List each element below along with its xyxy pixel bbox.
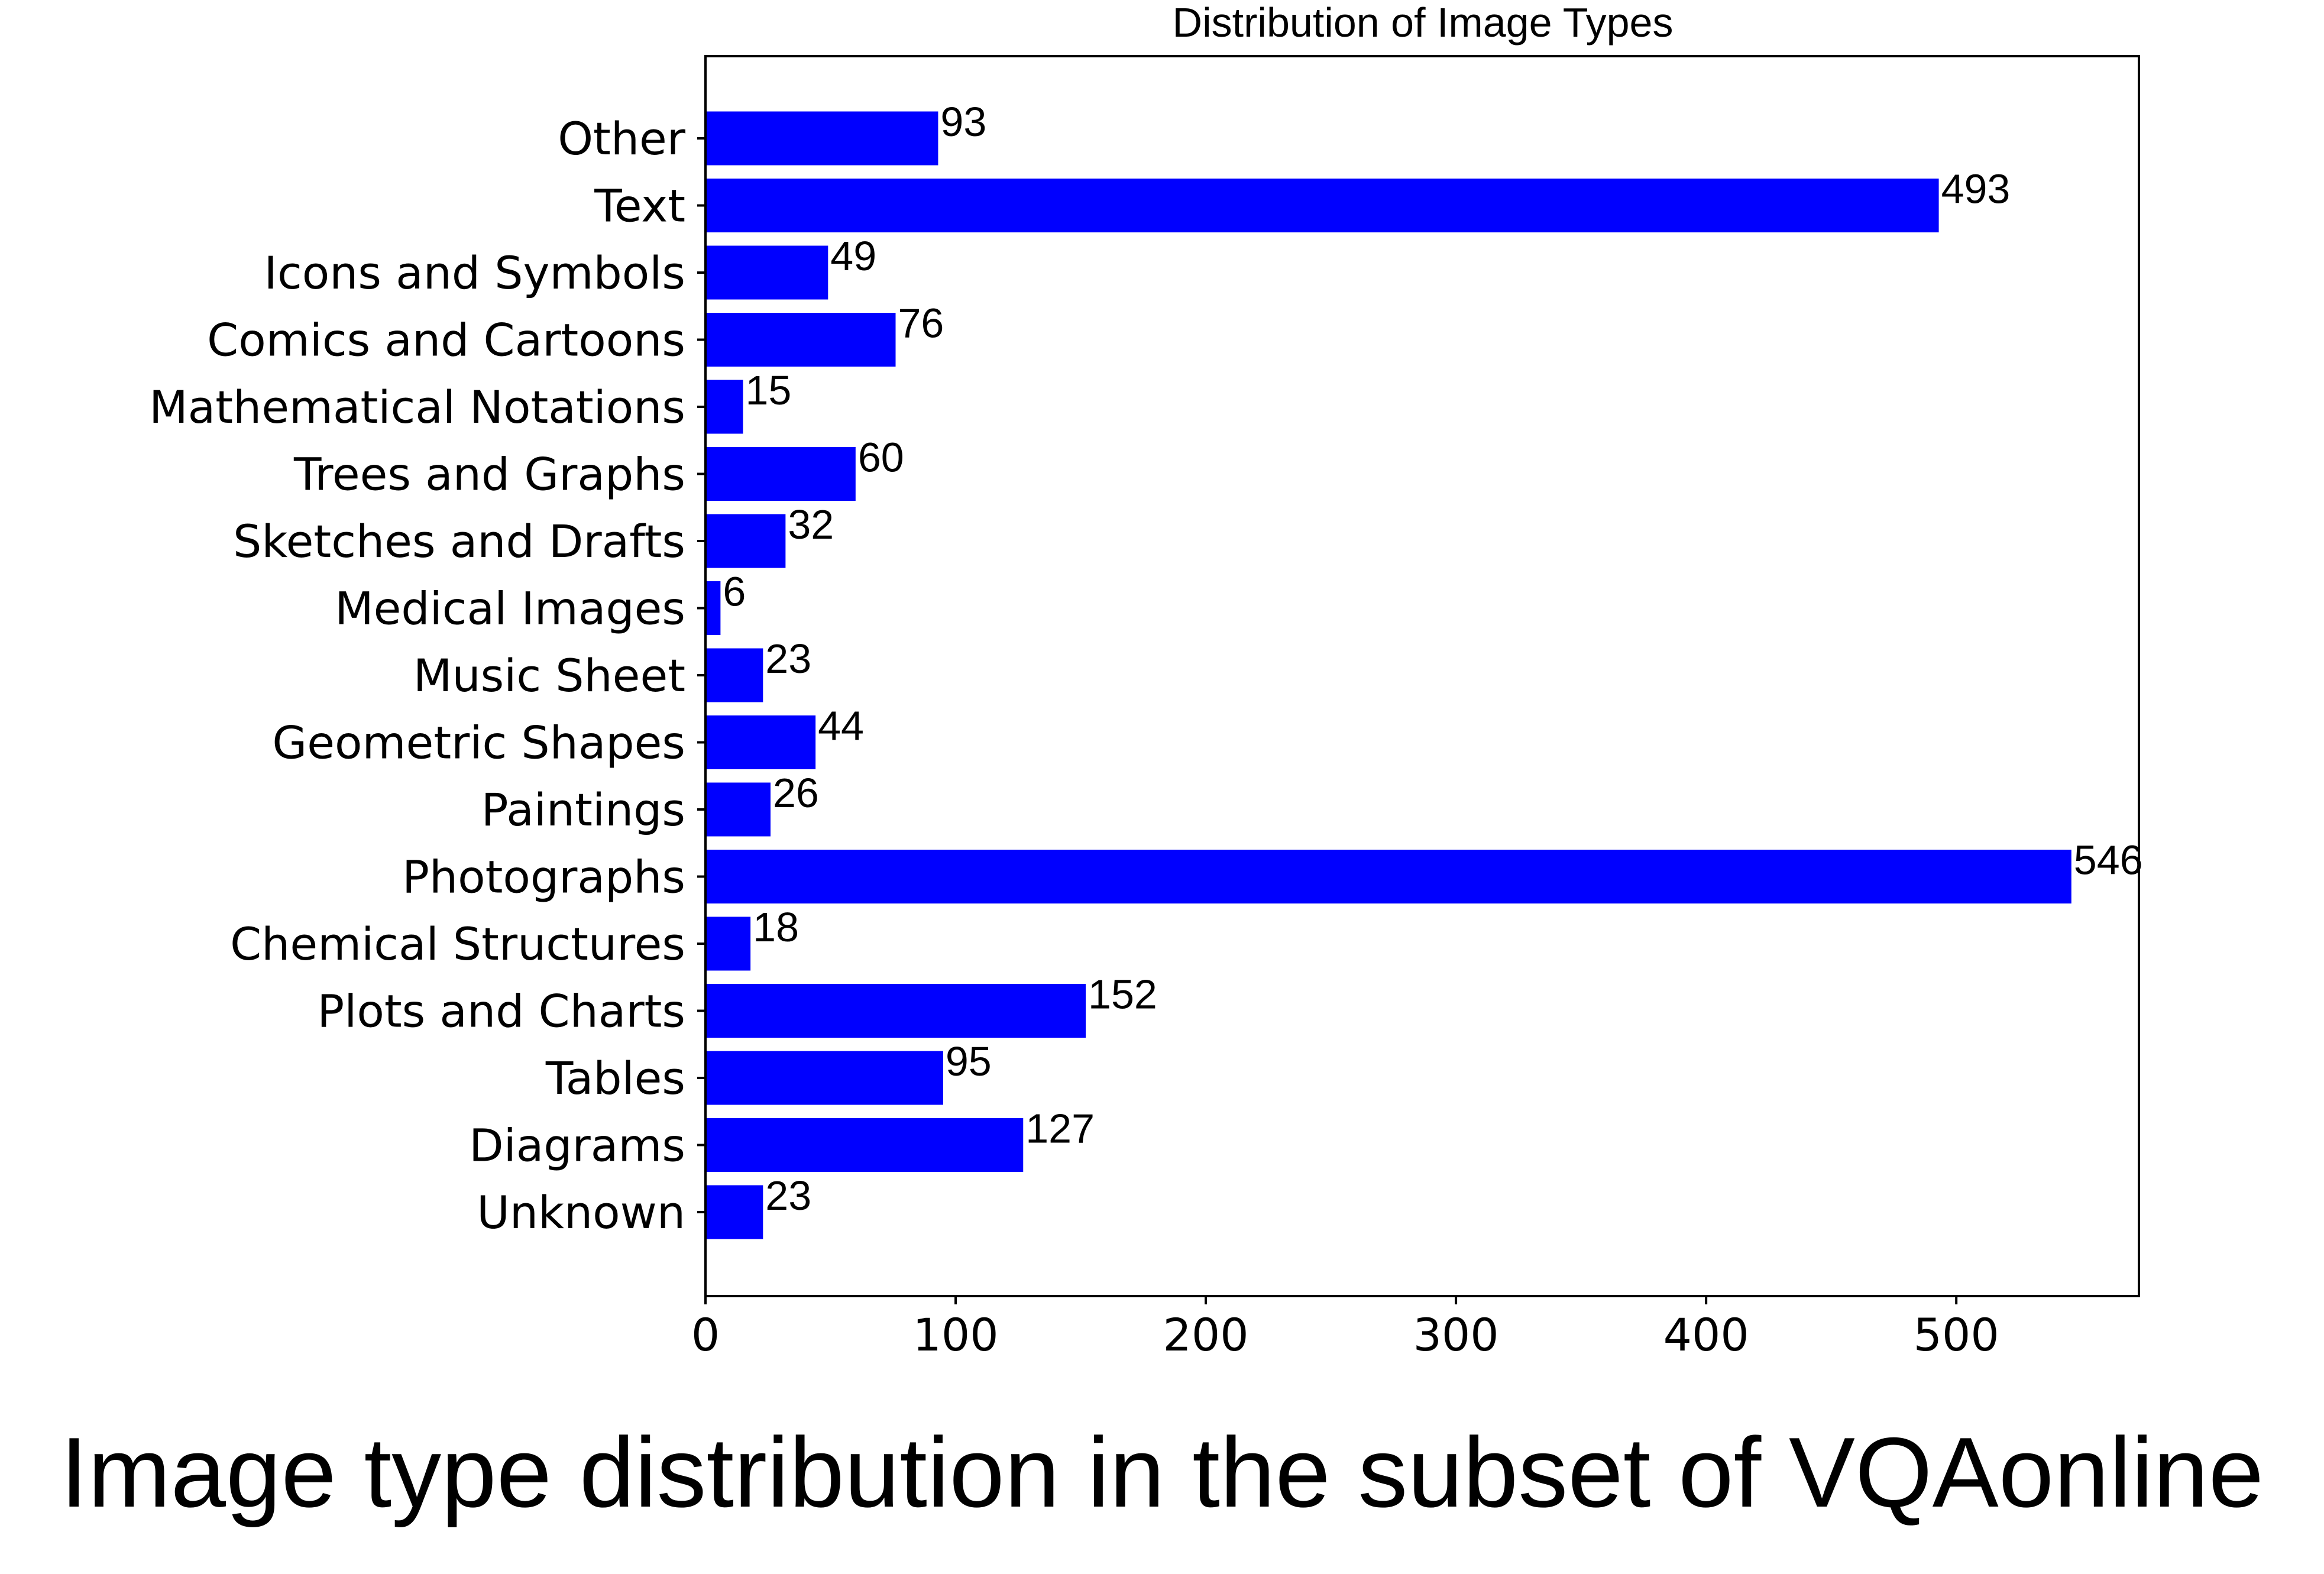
- bar: [705, 850, 2071, 903]
- bar: [705, 111, 938, 166]
- bar-value-label: 23: [765, 1173, 811, 1219]
- bar-value-label: 152: [1088, 971, 1157, 1018]
- bar-value-label: 44: [818, 703, 864, 749]
- category-label: Diagrams: [469, 1119, 685, 1172]
- x-tick-label: 300: [1413, 1309, 1499, 1361]
- category-label: Comics and Cartoons: [207, 314, 685, 367]
- plot-frame: [704, 55, 2140, 1297]
- category-label: Text: [594, 180, 685, 232]
- category-labels-layer: Other Text Icons and Symbols Comics and Car…: [149, 112, 705, 1239]
- bar-value-label: 26: [773, 770, 819, 816]
- bar-value-label: 6: [723, 569, 746, 615]
- bar: [705, 179, 1939, 232]
- category-label: Other: [558, 112, 686, 165]
- bar-value-label: 127: [1025, 1106, 1095, 1152]
- bar: [705, 313, 896, 367]
- bar-value-label: 60: [858, 435, 904, 481]
- category-label: Mathematical Notations: [149, 381, 685, 433]
- category-label: Icons and Symbols: [264, 247, 685, 299]
- category-label: Sketches and Drafts: [233, 515, 685, 568]
- category-label: Medical Images: [335, 582, 685, 635]
- bar-value-label: 76: [898, 300, 944, 346]
- category-label: Unknown: [477, 1186, 685, 1239]
- bar-value-label: 23: [765, 636, 811, 682]
- category-label: Tables: [545, 1052, 685, 1105]
- category-label: Trees and Graphs: [293, 448, 685, 501]
- bar-value-label: 15: [745, 367, 791, 413]
- bar: [705, 648, 763, 702]
- x-tick-label: 0: [691, 1309, 720, 1361]
- bar-chart: Distribution of Image Types Other Text Ico…: [149, 0, 2142, 1361]
- figure-caption: Image type distribution in the subset of…: [60, 1417, 2264, 1528]
- bar: [705, 1185, 763, 1239]
- x-tick-label: 500: [1914, 1309, 1999, 1361]
- bar: [705, 447, 856, 501]
- bar: [705, 245, 828, 300]
- bar-value-label: 546: [2074, 837, 2143, 883]
- bar-value-label: 18: [753, 904, 799, 950]
- category-label: Photographs: [402, 851, 685, 903]
- bar-value-label: 95: [946, 1038, 992, 1084]
- bar: [705, 1118, 1024, 1172]
- bar: [705, 581, 721, 635]
- bar: [705, 715, 816, 769]
- bar: [705, 916, 751, 971]
- category-label: Plots and Charts: [317, 985, 685, 1038]
- category-label: Chemical Structures: [230, 918, 685, 970]
- category-label: Paintings: [481, 783, 685, 836]
- x-axis: 0 100 200 300 400 500: [691, 1296, 1999, 1361]
- bar: [705, 1051, 943, 1105]
- bar-value-label: 493: [1941, 166, 2011, 212]
- x-tick-label: 200: [1163, 1309, 1249, 1361]
- bar: [705, 782, 771, 837]
- category-label: Music Sheet: [413, 649, 685, 702]
- bar: [705, 514, 786, 568]
- bar-value-label: 93: [940, 99, 986, 145]
- bar: [705, 984, 1086, 1038]
- bar: [705, 380, 743, 434]
- chart-title: Distribution of Image Types: [1173, 0, 1674, 46]
- bar-value-label: 49: [830, 233, 876, 279]
- bars-layer: [705, 111, 2071, 1239]
- bar-value-label: 32: [788, 501, 834, 548]
- x-tick-label: 400: [1663, 1309, 1749, 1361]
- category-label: Geometric Shapes: [272, 717, 685, 769]
- x-tick-label: 100: [913, 1309, 999, 1361]
